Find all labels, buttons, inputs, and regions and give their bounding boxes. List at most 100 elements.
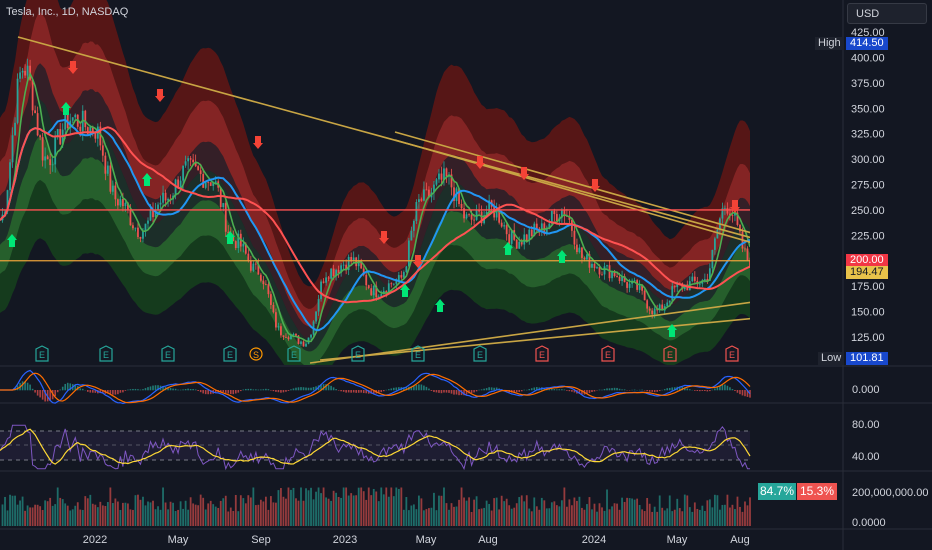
time-axis[interactable]: 2022 May Sep 2023 May Aug 2024 May Aug (83, 534, 750, 546)
volume-bar (4, 496, 6, 526)
macd-histogram-bar (372, 390, 375, 394)
macd-histogram-bar (260, 389, 262, 391)
candle-body (530, 229, 533, 237)
candle-body (593, 263, 596, 269)
earnings-marker[interactable] (601, 345, 615, 362)
candle-body (744, 248, 746, 250)
trendline[interactable] (309, 290, 840, 364)
volume-bar (548, 508, 551, 526)
volume-bar (731, 504, 734, 526)
candle-body (21, 70, 24, 73)
earnings-marker[interactable] (35, 345, 49, 362)
earnings-marker[interactable] (725, 345, 739, 362)
macd-histogram-bar (287, 390, 290, 391)
price-axis[interactable]: 425.00 400.00 375.00 350.00 325.00 300.00 275.… (851, 27, 885, 344)
macd-histogram-bar (415, 384, 418, 391)
time-axis-label: May (168, 534, 189, 546)
volume-profile-bar (826, 151, 843, 158)
macd-histogram-bar (127, 389, 129, 391)
volume-pane[interactable] (1, 487, 751, 527)
volume-bar (668, 495, 671, 526)
volume-bar (237, 511, 240, 526)
candle-body (124, 202, 127, 207)
earnings-marker[interactable] (411, 345, 425, 362)
macd-histogram-bar (678, 386, 681, 391)
candle-body (199, 170, 202, 175)
volume-bar (129, 509, 132, 526)
volume-profile-bar (801, 212, 843, 219)
currency-selector[interactable]: USD (847, 3, 927, 24)
macd-histogram-bar (21, 381, 24, 391)
macd-histogram-bar (275, 390, 277, 392)
volume-bar (688, 507, 691, 526)
macd-histogram-bar (671, 387, 674, 391)
volume-profile-bar (807, 289, 821, 296)
symbol-title[interactable]: Tesla, Inc., 1D, NASDAQ (6, 6, 129, 18)
candle-body (518, 241, 521, 249)
candle-body (111, 185, 114, 192)
trendline[interactable] (319, 310, 840, 361)
volume-bar (463, 497, 465, 526)
earnings-marker[interactable] (351, 345, 365, 362)
earnings-marker[interactable] (161, 345, 175, 362)
earnings-marker[interactable] (99, 345, 113, 362)
horizontal-level-badge[interactable]: 200.00 (846, 254, 888, 267)
macd-histogram-bar (312, 387, 315, 391)
volume-bar (578, 496, 581, 526)
macd-histogram-bar (533, 387, 536, 391)
candle-body (106, 165, 109, 174)
candle-body (676, 282, 679, 288)
candle-body (578, 247, 581, 253)
macd-histogram-bar (621, 389, 623, 391)
volume-bar (134, 495, 137, 526)
macd-histogram-bar (425, 386, 428, 391)
candle-body (357, 260, 360, 267)
earnings-marker[interactable] (663, 345, 677, 362)
earnings-marker[interactable] (223, 345, 237, 362)
horizontal-levels[interactable] (0, 209, 843, 262)
volume-bar (64, 503, 67, 526)
rsi-pane[interactable] (0, 424, 751, 471)
volume-bar (132, 509, 134, 526)
trendline[interactable] (394, 139, 840, 268)
candle-body (259, 274, 262, 281)
rsi-axis-tick: 80.00 (852, 419, 880, 431)
sell-signal-arrow (413, 255, 423, 268)
volume-bar (744, 501, 746, 526)
earnings-marker[interactable] (287, 345, 301, 362)
candle-body (513, 230, 516, 240)
volume-bar (66, 505, 69, 526)
macd-histogram-bar (601, 389, 603, 391)
volume-bar (583, 509, 586, 526)
volume-bar (658, 495, 661, 526)
macd-histogram-bar (262, 389, 265, 391)
earnings-marker[interactable] (473, 345, 487, 362)
buy-signal-arrow (142, 173, 152, 186)
candle-body (433, 184, 435, 193)
volume-bar (573, 497, 576, 526)
buy-signal-arrow (503, 242, 513, 255)
macd-pane[interactable] (0, 369, 751, 405)
candle-body (463, 208, 465, 219)
volume-profile-bar (821, 136, 830, 143)
macd-histogram-bar (222, 390, 225, 393)
volume-bar (207, 503, 210, 526)
volume-bar (76, 502, 79, 526)
earnings-marker[interactable] (535, 345, 549, 362)
trendline[interactable] (394, 131, 840, 258)
candle-body (698, 283, 701, 285)
split-marker[interactable] (249, 347, 263, 361)
earnings-marker[interactable] (786, 346, 798, 361)
candle-body (89, 126, 92, 135)
price-axis-tick: 300.00 (851, 154, 885, 166)
macd-histogram-bar (493, 387, 495, 391)
rsi-moving-average (0, 428, 751, 465)
buy-signal-arrow (435, 299, 445, 312)
trendlines[interactable] (17, 36, 840, 364)
volume-bar (535, 506, 538, 526)
buy-signal-arrow (667, 324, 677, 337)
candle-body (415, 202, 418, 221)
